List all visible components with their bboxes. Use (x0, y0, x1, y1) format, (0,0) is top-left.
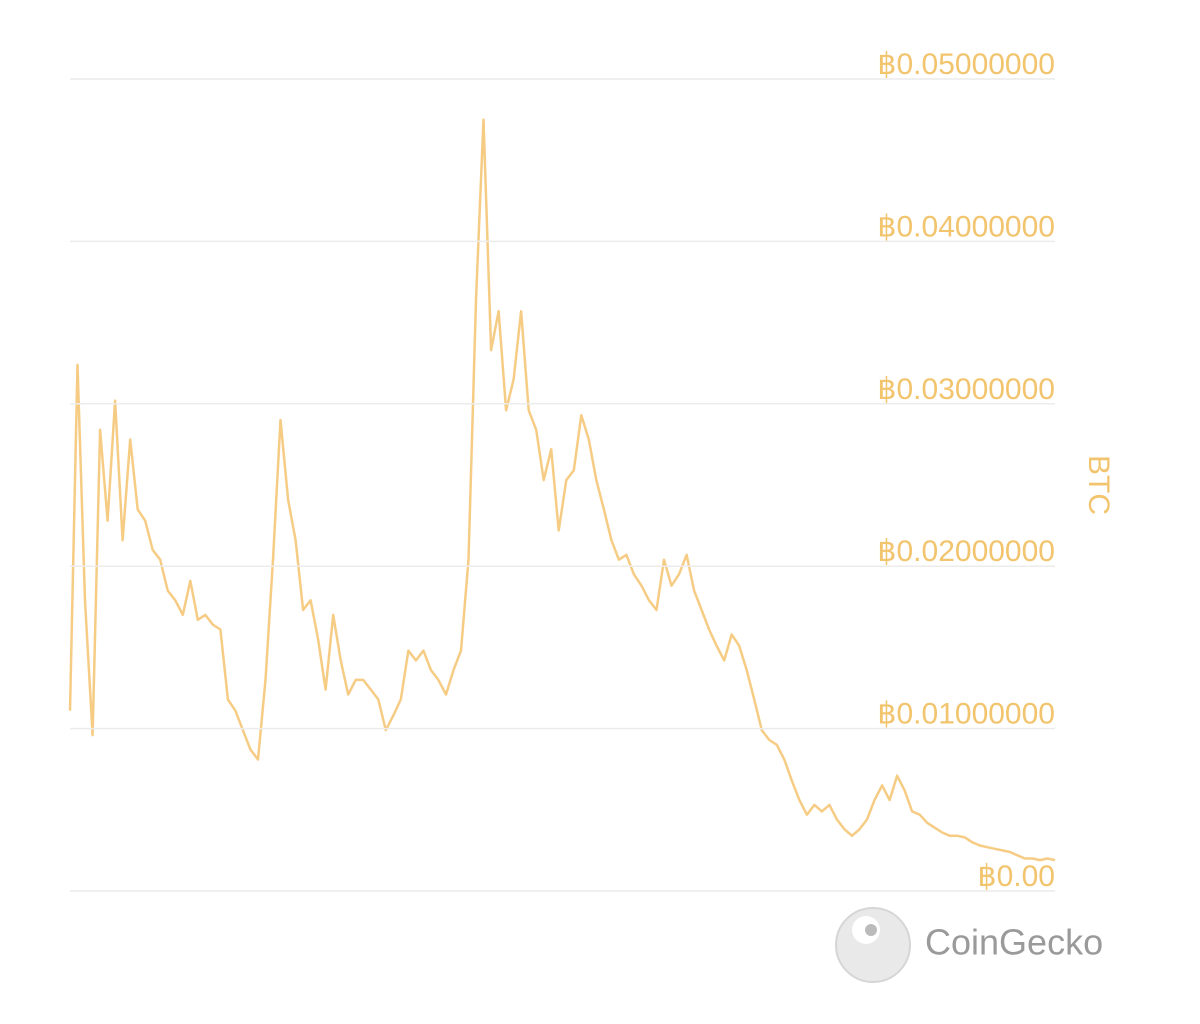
y-tick-label: ฿0.00 (978, 860, 1055, 893)
y-tick-label: ฿0.02000000 (877, 535, 1055, 568)
y-tick-label: ฿0.03000000 (877, 373, 1055, 406)
watermark-logo (835, 907, 911, 983)
y-axis-label: BTC (1082, 455, 1115, 515)
y-tick-label: ฿0.05000000 (877, 48, 1055, 81)
price-line (68, 118, 1056, 862)
y-tick-label: ฿0.04000000 (877, 210, 1055, 243)
y-tick-label: ฿0.01000000 (877, 698, 1055, 731)
watermark: CoinGecko (925, 922, 1103, 963)
